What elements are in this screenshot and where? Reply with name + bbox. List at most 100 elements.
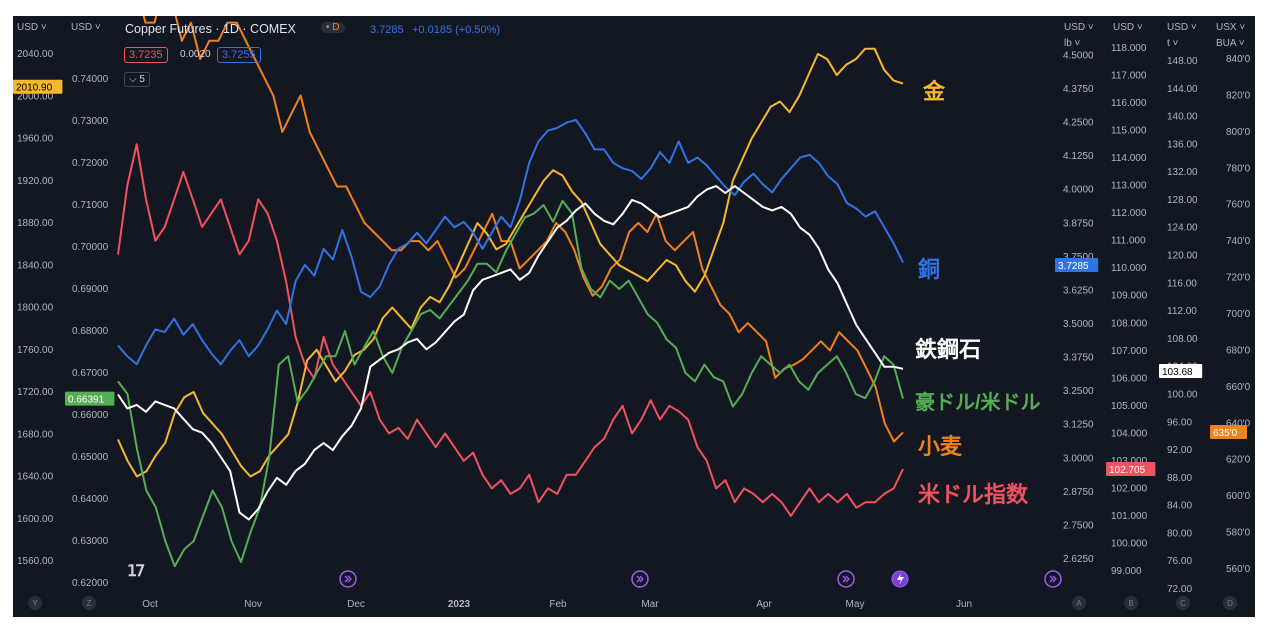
right-axis-2-currency[interactable]: USD ˅ [1113, 22, 1143, 33]
dxy-axis-tick-12: 106.000 [1111, 373, 1148, 384]
dxy-axis-tick-9: 109.000 [1111, 291, 1148, 302]
copper-axis-tick-13: 2.8750 [1063, 487, 1094, 498]
right-axis-4-currency[interactable]: USX ˅ [1216, 22, 1246, 33]
wheat-axis-tick-2: 800'0 [1226, 127, 1251, 138]
audusd-axis-tick-7: 0.68000 [72, 326, 109, 337]
audusd-axis-tick-5: 0.70000 [72, 242, 109, 253]
dxy-axis-tick-10: 108.000 [1111, 318, 1148, 329]
wheat-axis-tick-10: 640'0 [1226, 418, 1251, 429]
axis-corner-label-0: Y [32, 599, 38, 608]
gold-price-tag-text: 2010.90 [16, 83, 53, 94]
copper-axis-tick-12: 3.0000 [1063, 453, 1094, 464]
wheat-axis-tick-13: 580'0 [1226, 528, 1251, 539]
copper-axis-tick-6: 3.7500 [1063, 252, 1094, 263]
bid-price-button[interactable]: 3.7235 [124, 47, 168, 63]
chart-svg: 2040.00 2000.00 1960.00 1920.00 1880.00 1840.… [13, 16, 1255, 617]
dxy-axis-tick-15: 103.000 [1111, 456, 1148, 467]
dxy-axis-tick-0: 118.000 [1111, 43, 1147, 54]
dxy-axis-tick-8: 110.000 [1111, 263, 1147, 274]
time-axis-label-0: Oct [142, 599, 158, 610]
audusd-line [117, 199, 904, 568]
event-marker-arrow-3 [1049, 575, 1057, 583]
gold-axis-tick-10: 1640.00 [17, 472, 54, 483]
axis-corner-label-1: Z [87, 599, 92, 608]
axis-corner-badge-2 [1072, 596, 1086, 610]
time-axis-label-3: 2023 [448, 599, 471, 610]
dxy-axis-tick-2: 116.000 [1111, 98, 1147, 109]
iron-ore-line [117, 185, 904, 521]
axis-corner-badge-1 [82, 596, 96, 610]
audusd-price-tag-bg [65, 391, 115, 406]
interval-badge[interactable]: • D [321, 22, 345, 33]
wheat-axis-tick-6: 720'0 [1226, 273, 1251, 284]
iron-axis-tick-5: 128.00 [1167, 195, 1198, 206]
copper-axis-tick-2: 4.2500 [1063, 118, 1094, 129]
dxy-axis-tick-18: 100.000 [1111, 538, 1148, 549]
copper-axis-tick-14: 2.7500 [1063, 520, 1094, 531]
right-axis-4-unit[interactable]: BUA ˅ [1216, 38, 1245, 49]
iron-axis-tick-1: 144.00 [1167, 84, 1198, 95]
gold-axis-tick-3: 1920.00 [17, 176, 54, 187]
axis-corner-label-2: A [1076, 599, 1082, 608]
audusd-axis-tick-12: 0.63000 [72, 536, 109, 547]
wheat-axis-tick-7: 700'0 [1226, 309, 1251, 320]
iron-axis-tick-16: 84.00 [1167, 501, 1192, 512]
event-marker-arrow-2 [842, 575, 850, 583]
copper-axis-tick-1: 4.3750 [1063, 84, 1094, 95]
gold-axis-tick-11: 1600.00 [17, 514, 54, 525]
wheat-axis-tick-8: 680'0 [1226, 345, 1251, 356]
wheat-axis-tick-0: 840'0 [1226, 54, 1251, 65]
event-marker-3 [1044, 570, 1062, 588]
audusd-axis-tick-6: 0.69000 [72, 284, 109, 295]
time-axis-label-6: Apr [756, 599, 772, 610]
copper-axis-tick-4: 4.0000 [1063, 185, 1094, 196]
dxy-axis-tick-11: 107.000 [1111, 346, 1148, 357]
dxy-price-tag-bg [1106, 462, 1156, 476]
audusd-axis-tick-13: 0.62000 [72, 578, 109, 589]
iron-axis-tick-18: 76.00 [1167, 556, 1192, 567]
right-axis-3-unit[interactable]: t ˅ [1167, 38, 1179, 49]
gold-axis-tick-6: 1800.00 [17, 303, 54, 314]
axis-corner-badge-0 [28, 596, 42, 610]
indicators-toggle-button[interactable]: ⌵ 5 [124, 72, 150, 87]
gold-axis-tick-0: 2040.00 [17, 49, 54, 60]
dxy-axis-tick-19: 99.000 [1111, 566, 1142, 577]
iron-axis-tick-7: 120.00 [1167, 251, 1198, 262]
wheat-axis-tick-4: 760'0 [1226, 200, 1251, 211]
axis-corner-label-3: B [1128, 599, 1133, 608]
audusd-axis-tick-4: 0.71000 [72, 200, 109, 211]
event-marker-arrow-0 [344, 575, 352, 583]
ask-price-button[interactable]: 3.7255 [217, 47, 261, 63]
earnings-marker-bolt [897, 573, 904, 585]
dxy-line [117, 143, 904, 517]
left-axis-1-currency[interactable]: USD ˅ [17, 22, 47, 33]
copper-axis-tick-9: 3.3750 [1063, 353, 1094, 364]
iron-axis-tick-8: 116.00 [1167, 278, 1197, 289]
gold-axis-tick-1: 2000.00 [17, 91, 54, 102]
time-axis-label-8: Jun [956, 599, 972, 610]
wheat-axis-tick-9: 660'0 [1226, 382, 1251, 393]
wheat-axis-tick-14: 560'0 [1226, 564, 1251, 575]
right-axis-1-currency[interactable]: USD ˅ [1064, 22, 1094, 33]
iron-axis-tick-9: 112.00 [1167, 306, 1197, 317]
spread-value: 0.0020 [180, 49, 211, 60]
badge-letter: D [332, 22, 340, 33]
gold-axis-tick-12: 1560.00 [17, 556, 54, 567]
event-marker-0 [339, 570, 357, 588]
iron-axis-tick-10: 108.00 [1167, 334, 1198, 345]
copper-axis-tick-15: 2.6250 [1063, 554, 1094, 565]
axis-corner-badge-5 [1223, 596, 1237, 610]
iron-axis-tick-3: 136.00 [1167, 139, 1198, 150]
copper-price-tag-text: 3.7285 [1058, 261, 1089, 272]
time-axis-label-4: Feb [549, 599, 567, 610]
right-axis-3-currency[interactable]: USD ˅ [1167, 22, 1197, 33]
label-audusd: 豪ドル/米ドル [915, 392, 1041, 414]
copper-axis-tick-11: 3.1250 [1063, 420, 1094, 431]
copper-price-tag-bg [1055, 258, 1099, 272]
copper-line [117, 118, 904, 366]
time-axis-label-2: Dec [347, 599, 365, 610]
left-axis-2-currency[interactable]: USD ˅ [71, 22, 101, 33]
right-axis-1-unit[interactable]: lb ˅ [1064, 38, 1081, 49]
symbol-title[interactable]: Copper Futures · 1D · COMEX [125, 22, 296, 36]
label-wheat: 小麦 [918, 434, 963, 459]
